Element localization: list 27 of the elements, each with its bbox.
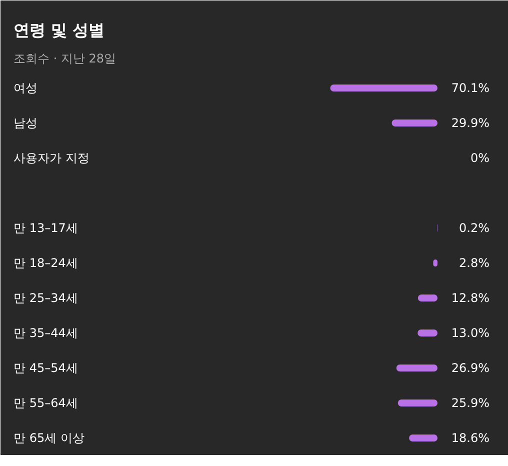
y-tick-label: 만 18–24세 bbox=[14, 256, 78, 270]
data-label: 12.8% bbox=[451, 291, 490, 305]
y-tick-label: 만 65세 이상 bbox=[14, 431, 84, 445]
y-tick-label: 만 45–54세 bbox=[14, 361, 78, 375]
bar bbox=[392, 120, 438, 126]
bar bbox=[398, 400, 438, 406]
y-tick-label: 만 35–44세 bbox=[14, 326, 78, 340]
bar bbox=[396, 364, 438, 372]
text: 연령 및 성별 bbox=[14, 20, 105, 40]
data-label: 26.9% bbox=[451, 361, 490, 375]
y-tick-label: 만 25–34세 bbox=[14, 291, 78, 305]
y-tick-label: 남성 bbox=[14, 116, 38, 130]
y-tick-label: 여성 bbox=[14, 81, 38, 95]
bar bbox=[409, 434, 438, 442]
data-label: 0.2% bbox=[459, 221, 490, 235]
data-label: 13.0% bbox=[451, 326, 490, 340]
data-label: 29.9% bbox=[451, 116, 490, 130]
y-tick-label: 만 55–64세 bbox=[14, 396, 78, 410]
text: 조회수 · 지난 28일 bbox=[14, 52, 116, 66]
data-label: 25.9% bbox=[451, 396, 490, 410]
y-tick-label: 사용자가 지정 bbox=[14, 151, 90, 165]
bar bbox=[330, 84, 438, 92]
data-label: 0% bbox=[470, 151, 490, 165]
data-label: 18.6% bbox=[451, 431, 490, 445]
data-label: 2.8% bbox=[459, 256, 490, 270]
y-tick-label: 만 13–17세 bbox=[14, 221, 78, 235]
data-label: 70.1% bbox=[451, 81, 490, 95]
